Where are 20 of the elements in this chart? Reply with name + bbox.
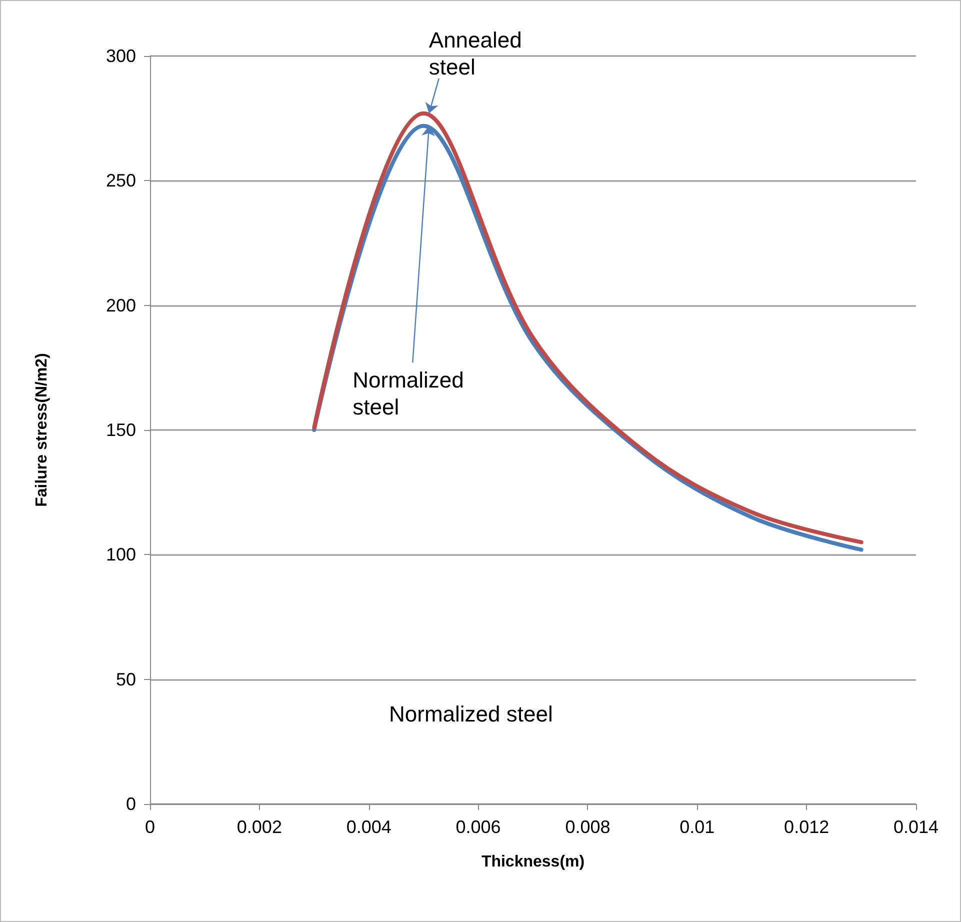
- annotation: Annealed steel: [428, 27, 522, 80]
- y-tick-label: 50: [116, 669, 136, 690]
- y-tick-label: 0: [126, 794, 136, 814]
- annotation: Normalized steel: [389, 702, 553, 726]
- x-tick-label: 0.008: [565, 817, 610, 837]
- x-tick-label: 0.01: [680, 817, 715, 837]
- y-tick-label: 200: [106, 295, 136, 316]
- annotation: Normalized steel: [352, 368, 464, 420]
- x-tick-label: 0.002: [236, 817, 282, 837]
- y-tick-label: 100: [106, 544, 136, 565]
- y-tick-label: 250: [106, 170, 136, 191]
- x-tick-label: 0.012: [784, 817, 830, 837]
- y-tick-label: 300: [106, 46, 136, 66]
- x-tick-label: 0.006: [456, 817, 501, 837]
- x-tick-label: 0.004: [346, 817, 392, 837]
- x-axis-title: Thickness(m): [481, 854, 585, 870]
- y-tick-label: 150: [106, 420, 136, 440]
- x-tick-label: 0.014: [893, 817, 939, 837]
- x-tick-label: 0: [144, 817, 156, 837]
- y-axis-title: Failure stress(N/m2): [34, 353, 50, 507]
